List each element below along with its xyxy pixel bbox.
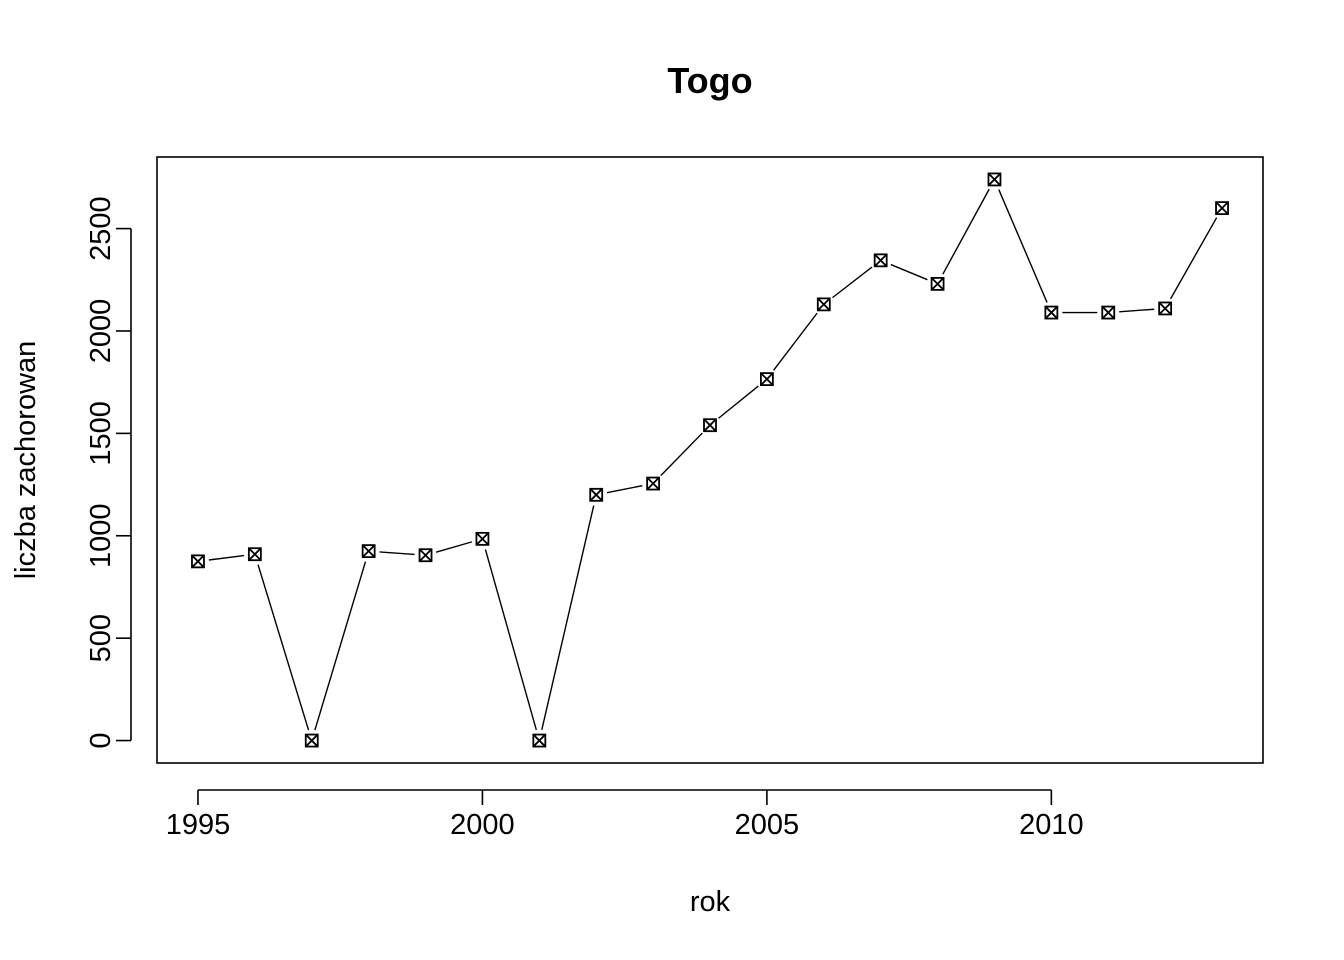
series-segment [314, 561, 367, 731]
y-tick-label: 2500 [85, 196, 117, 261]
data-point [1215, 201, 1229, 216]
x-axis: 1995 2000 2005 2010 [166, 789, 1084, 841]
y-axis-title: liczba zachorowan [10, 341, 42, 580]
series-segment [890, 263, 928, 281]
data-point [816, 297, 831, 312]
y-tick-label: 1500 [85, 401, 117, 466]
series-segment [832, 266, 873, 299]
data-point [247, 547, 262, 562]
data-point [191, 554, 205, 569]
y-axis: 0 500 1000 1500 2000 2500 [85, 196, 132, 749]
y-tick-label: 500 [85, 614, 117, 662]
series-segment [718, 385, 759, 419]
series-segment [606, 484, 643, 494]
y-tick-label: 1000 [85, 504, 117, 569]
series-segment [660, 432, 703, 477]
data-point [418, 548, 433, 563]
series-segment [1119, 308, 1155, 313]
x-tick-label: 2000 [450, 809, 515, 841]
data-point [589, 487, 604, 502]
data-point [361, 544, 376, 559]
data-point [1101, 305, 1116, 320]
data-point [1044, 305, 1059, 320]
y-tick-label: 0 [85, 732, 117, 748]
data-point [1158, 301, 1173, 316]
chart-title: Togo [667, 60, 752, 101]
plot-frame [156, 156, 1264, 764]
data-point [646, 476, 661, 491]
series-segment [208, 554, 245, 561]
series-segment [541, 505, 595, 730]
x-axis-title: rok [690, 886, 731, 918]
data-point [930, 276, 945, 291]
series-segment [772, 312, 818, 371]
series-segment [257, 564, 310, 731]
data-point [987, 172, 1002, 187]
data-point [475, 531, 490, 546]
x-tick-label: 2010 [1019, 809, 1084, 841]
series-points [191, 172, 1229, 748]
data-point [873, 253, 888, 268]
series-segment [435, 541, 473, 553]
x-tick-label: 1995 [166, 809, 231, 841]
series-segment [484, 549, 538, 731]
y-tick-label: 2000 [85, 299, 117, 364]
data-point [703, 418, 717, 433]
data-point [304, 733, 319, 748]
series-line [208, 188, 1218, 731]
x-tick-label: 2005 [735, 809, 800, 841]
data-point [759, 372, 774, 387]
series-segment [1169, 217, 1218, 300]
series-segment [998, 189, 1048, 303]
data-point [532, 733, 547, 748]
series-segment [379, 551, 415, 556]
series-segment [942, 188, 990, 275]
